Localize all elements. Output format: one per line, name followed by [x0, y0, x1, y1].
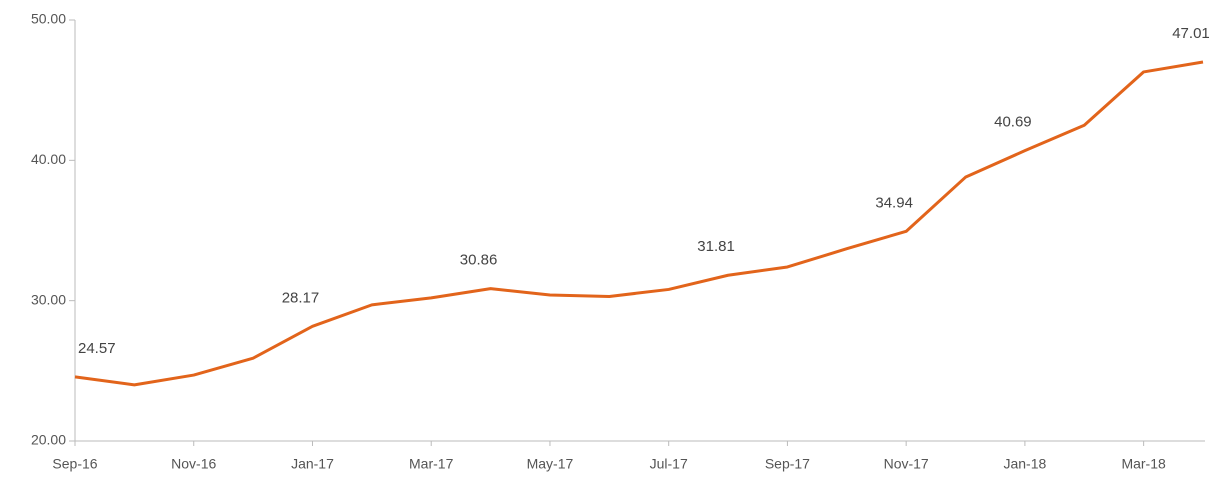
data-label: 30.86: [460, 252, 498, 269]
x-tick-label: May-17: [527, 456, 574, 472]
y-tick-label: 30.00: [31, 291, 66, 307]
y-tick-label: 40.00: [31, 151, 66, 167]
x-tick-label: Sep-16: [52, 456, 97, 472]
x-tick-label: Mar-17: [409, 456, 454, 472]
y-tick-label: 50.00: [31, 11, 66, 27]
data-label: 40.69: [994, 114, 1032, 131]
x-tick-label: Jul-17: [650, 456, 688, 472]
data-label: 34.94: [875, 194, 913, 211]
y-tick-label: 20.00: [31, 432, 66, 448]
x-tick-label: Nov-17: [884, 456, 929, 472]
x-tick-label: Jan-18: [1003, 456, 1046, 472]
x-tick-label: Nov-16: [171, 456, 216, 472]
line: [74, 60, 1204, 387]
x-tick-label: Jan-17: [291, 456, 334, 472]
x-tick-label: Sep-17: [765, 456, 810, 472]
data-label: 47.01: [1172, 25, 1210, 42]
x-tick-label: Mar-18: [1121, 456, 1166, 472]
data-label: 31.81: [697, 238, 735, 255]
data-label: 28.17: [282, 289, 320, 306]
data-label: 24.57: [78, 340, 116, 357]
